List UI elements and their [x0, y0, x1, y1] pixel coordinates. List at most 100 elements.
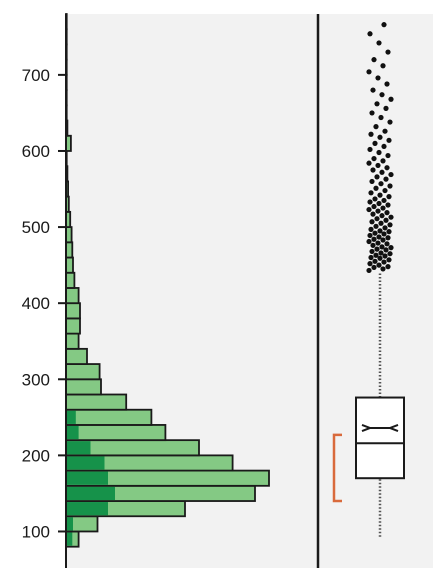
outlier-point [379, 92, 385, 98]
outlier-point [379, 244, 385, 250]
outlier-point [386, 194, 392, 200]
outlier-point [368, 131, 374, 137]
outlier-point [388, 245, 394, 251]
histogram-bar [65, 363, 101, 381]
outlier-point [376, 200, 382, 207]
outlier-point [372, 196, 378, 202]
outlier-point [376, 262, 382, 268]
outlier-point [377, 192, 383, 198]
outlier-point [385, 49, 391, 55]
outlier-point [372, 140, 378, 146]
y-tick-label: 300 [22, 370, 50, 389]
outlier-point [368, 226, 374, 232]
outlier-point [380, 237, 386, 243]
outlier-point [378, 114, 384, 121]
outlier-point [373, 252, 379, 258]
outlier-point [378, 181, 384, 187]
histogram-bar-highlight [67, 441, 91, 455]
outlier-point [388, 214, 394, 220]
outlier-point [386, 137, 392, 143]
outlier-point [368, 254, 374, 261]
histogram-bar [65, 271, 76, 289]
outlier-point [381, 259, 387, 265]
outlier-point [376, 234, 382, 240]
outlier-point [383, 105, 389, 111]
histogram-bar-highlight [67, 410, 76, 424]
outlier-points [366, 22, 394, 274]
outlier-point [381, 231, 387, 237]
histogram-bar [65, 408, 153, 426]
outlier-point [386, 257, 392, 263]
y-axis-ticks: 100 200 300 400 500 600 700 [22, 66, 66, 541]
outlier-point [370, 167, 376, 173]
outlier-point [375, 240, 381, 246]
outlier-point [377, 134, 383, 140]
y-tick-label: 700 [22, 66, 50, 85]
outlier-point [373, 223, 379, 229]
outlier-point [367, 199, 373, 205]
outlier-point [366, 160, 372, 166]
outlier-point [383, 217, 389, 223]
outlier-point [372, 230, 378, 236]
outlier-point [370, 242, 376, 248]
outlier-point [371, 264, 377, 271]
histogram-bar-highlight [67, 486, 115, 501]
outlier-point [369, 178, 375, 185]
y-tick-label: 400 [22, 294, 50, 313]
histogram-bar [65, 302, 81, 320]
outlier-point [385, 152, 391, 159]
outlier-point [367, 232, 373, 239]
histogram-bar-highlight [67, 532, 73, 546]
outlier-point [378, 220, 384, 226]
histogram-bar-highlight [67, 502, 108, 516]
outlier-point [374, 174, 380, 180]
outlier-point [371, 236, 377, 242]
y-tick-label: 100 [22, 522, 50, 541]
outlier-point [386, 229, 392, 235]
y-tick-label: 600 [22, 142, 50, 161]
outlier-point [379, 213, 385, 219]
outlier-point [385, 264, 391, 270]
outlier-point [377, 255, 383, 261]
outlier-point [370, 211, 376, 217]
histogram-bar [65, 287, 80, 305]
outlier-point [371, 203, 377, 210]
outlier-point [383, 176, 389, 182]
histogram-bar-highlight [67, 456, 105, 470]
histogram-bar-highlight [67, 517, 73, 531]
outlier-point [369, 219, 375, 225]
histogram-bar [65, 347, 88, 365]
outlier-point [366, 206, 372, 213]
outlier-point [380, 266, 386, 272]
outlier-point [368, 190, 374, 196]
outlier-point [382, 128, 388, 134]
outlier-point [388, 171, 394, 178]
outlier-point [387, 222, 393, 228]
outlier-point [367, 261, 373, 267]
outlier-point [369, 248, 375, 255]
histogram-bar [65, 393, 128, 411]
outlier-point [380, 205, 386, 211]
outlier-point [371, 155, 377, 162]
outlier-point [374, 246, 380, 252]
histogram-bar [65, 378, 102, 396]
outlier-point [381, 22, 387, 28]
shortest-half-bracket [332, 433, 342, 503]
outlier-point [381, 197, 387, 204]
outlier-point [382, 187, 388, 194]
bracket-marker [332, 433, 342, 503]
outlier-point [375, 208, 381, 214]
outlier-point [376, 40, 382, 46]
outlier-point [374, 101, 380, 107]
histogram-bar [65, 256, 74, 274]
outlier-point [366, 238, 372, 245]
outlier-point [369, 110, 375, 116]
outlier-point [387, 183, 393, 189]
outlier-point [377, 228, 383, 234]
iqr-box [355, 396, 405, 480]
outlier-point [372, 258, 378, 264]
histogram-bar [65, 424, 167, 442]
outlier-point [379, 169, 385, 175]
